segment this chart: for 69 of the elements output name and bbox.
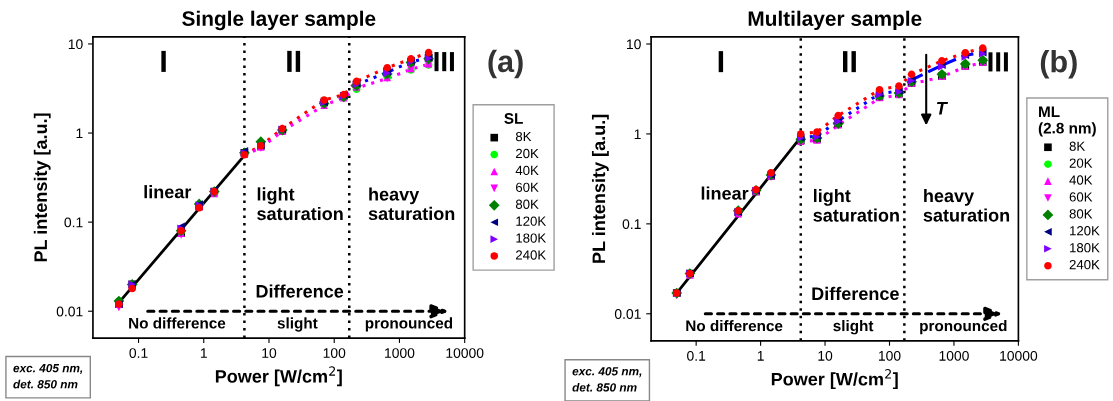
annotation: No difference	[129, 317, 226, 329]
x-tick-label: 1000	[385, 348, 415, 358]
text: (b)	[1040, 50, 1077, 79]
y-axis-title: PL intensity [a.u.]	[591, 114, 609, 263]
annotation: T	[937, 102, 949, 115]
legend-label: 20K	[516, 148, 539, 159]
y-tick-label: 0.1	[64, 217, 83, 228]
legend-label: 80K	[1069, 209, 1093, 219]
x-tick-label: 100	[878, 350, 901, 361]
annotation: Difference	[812, 286, 899, 301]
legend-label: 8K	[1069, 141, 1086, 151]
legend-title: SL	[504, 113, 523, 124]
annotation: II	[287, 50, 301, 72]
annotation: heavy saturation	[368, 187, 455, 221]
annotation: Difference	[256, 284, 344, 298]
annotation: heavy saturation	[923, 188, 1010, 222]
x-tick-label: 1	[757, 351, 764, 361]
annotation: pronounced	[365, 317, 453, 332]
legend-title: ML (2.8 nm)	[1038, 106, 1096, 137]
y-tick-label: 10	[68, 39, 83, 50]
legend-label: 20K	[1069, 158, 1093, 168]
x-tick-label: 10	[818, 350, 833, 361]
legend-label: 120K	[516, 216, 547, 226]
annotation: slight	[277, 317, 318, 332]
x-tick-label: 0.1	[687, 350, 706, 361]
y-tick-label: 0.01	[56, 306, 83, 317]
annotation: II	[843, 51, 856, 73]
y-tick-label: 1	[76, 128, 83, 139]
annotation: linear	[701, 186, 749, 200]
chart-title: Multilayer sample	[748, 10, 922, 31]
text: exc. 405 nm, det. 850 nm	[572, 367, 642, 392]
annotation: I	[161, 50, 166, 72]
text: exc. 405 nm, det. 850 nm	[13, 363, 83, 389]
x-tick-label: 10000	[1000, 350, 1038, 361]
x-tick-label: 100	[323, 348, 346, 358]
annotation: slight	[833, 320, 874, 335]
legend-label: 40K	[1069, 175, 1093, 185]
legend-label: 60K	[516, 182, 539, 192]
annotation: No difference	[686, 320, 783, 332]
annotation: III	[434, 52, 454, 72]
x-tick-label: 1000	[939, 350, 969, 361]
legend-label: 8K	[515, 131, 532, 142]
x-axis-title: Power [W/cm$^{2}$]	[771, 369, 898, 390]
y-tick-label: 1	[634, 129, 641, 139]
chart-title: Single layer sample	[182, 10, 376, 31]
x-tick-label: 10000	[446, 348, 484, 358]
annotation: pronounced	[920, 320, 1007, 335]
y-tick-label: 0.01	[614, 309, 641, 319]
legend-label: 180K	[516, 233, 547, 243]
annotation: light saturation	[813, 188, 899, 222]
annotation: linear	[144, 185, 192, 199]
legend-label: 240K	[1069, 259, 1100, 270]
legend-label: 120K	[1070, 226, 1100, 236]
x-tick-label: 10	[262, 348, 277, 358]
legend-label: 40K	[515, 165, 539, 176]
annotation: I	[718, 51, 724, 73]
text: (a)	[488, 49, 523, 79]
annotation: III	[988, 52, 1008, 72]
x-tick-label: 1	[200, 348, 207, 358]
legend-label: 240K	[516, 250, 547, 260]
x-axis-title: Power [W/cm$^{2}$]	[215, 366, 342, 387]
legend-label: 60K	[1069, 192, 1093, 202]
y-tick-label: 0.1	[622, 219, 641, 230]
legend-label: 180K	[1070, 243, 1100, 253]
legend-label: 80K	[515, 199, 539, 209]
y-tick-label: 10	[626, 39, 641, 50]
x-tick-label: 0.1	[129, 348, 148, 358]
annotation: light saturation	[257, 187, 343, 221]
y-axis-title: PL intensity [a.u.]	[33, 113, 51, 262]
